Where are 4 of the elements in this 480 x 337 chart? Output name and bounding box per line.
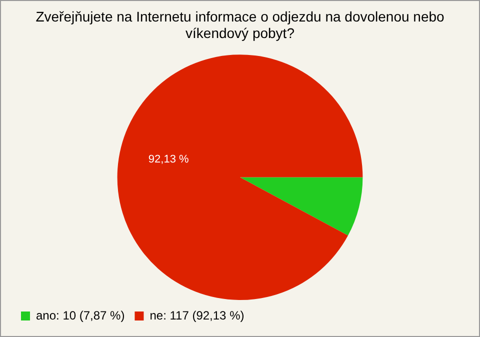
data-label: 92,13 % xyxy=(148,153,190,166)
legend-label: ano: 10 (7,87 %) xyxy=(36,308,125,322)
chart-title: Zveřejňujete na Internetu informace o odjezdu na dovolenou nebo víkendový pobyt? xyxy=(36,8,445,42)
legend-label: ne: 117 (92,13 %) xyxy=(150,308,244,322)
